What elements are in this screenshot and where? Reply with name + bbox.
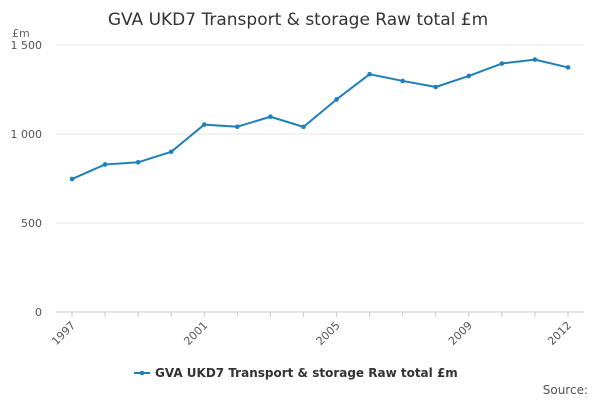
data-point[interactable] xyxy=(69,176,75,182)
data-point[interactable] xyxy=(565,65,571,70)
data-point[interactable] xyxy=(532,57,538,62)
legend-label[interactable]: GVA UKD7 Transport & storage Raw total £… xyxy=(155,366,458,380)
legend-swatch-marker xyxy=(139,370,145,376)
y-axis-tick-labels: 0 500 1 000 1 500 xyxy=(11,39,43,319)
series-layer xyxy=(69,57,571,182)
data-point[interactable] xyxy=(301,124,306,130)
x-tick-label: 2012 xyxy=(545,319,574,348)
y-tick-label: 1 000 xyxy=(11,128,43,141)
data-point[interactable] xyxy=(466,73,472,79)
gridlines xyxy=(56,44,584,224)
data-point[interactable] xyxy=(168,149,174,155)
x-tick-label: 2009 xyxy=(446,319,475,348)
data-point[interactable] xyxy=(400,78,405,84)
chart-title: GVA UKD7 Transport & storage Raw total £… xyxy=(108,10,488,30)
data-point[interactable] xyxy=(268,114,273,120)
data-point[interactable] xyxy=(367,71,372,77)
data-point[interactable] xyxy=(135,160,141,165)
x-axis-tick-labels: 1997 2001 2005 2009 2012 xyxy=(49,319,574,348)
data-point[interactable] xyxy=(102,162,108,167)
y-tick-label: 1 500 xyxy=(11,39,43,52)
source-label: Source: xyxy=(543,383,588,397)
y-tick-label: 0 xyxy=(35,306,42,319)
x-axis xyxy=(56,311,584,317)
data-point[interactable] xyxy=(334,97,339,102)
x-tick-label: 2005 xyxy=(314,319,343,348)
x-tick-label: 1997 xyxy=(49,319,78,348)
series-line xyxy=(71,58,569,180)
x-tick-label: 2001 xyxy=(181,319,210,348)
legend[interactable]: GVA UKD7 Transport & storage Raw total £… xyxy=(134,366,458,380)
data-point[interactable] xyxy=(201,122,207,127)
data-point[interactable] xyxy=(499,61,505,66)
data-point[interactable] xyxy=(235,124,240,130)
y-axis-unit-label: £m xyxy=(12,27,30,40)
y-tick-label: 500 xyxy=(21,217,42,230)
data-point[interactable] xyxy=(433,84,439,90)
